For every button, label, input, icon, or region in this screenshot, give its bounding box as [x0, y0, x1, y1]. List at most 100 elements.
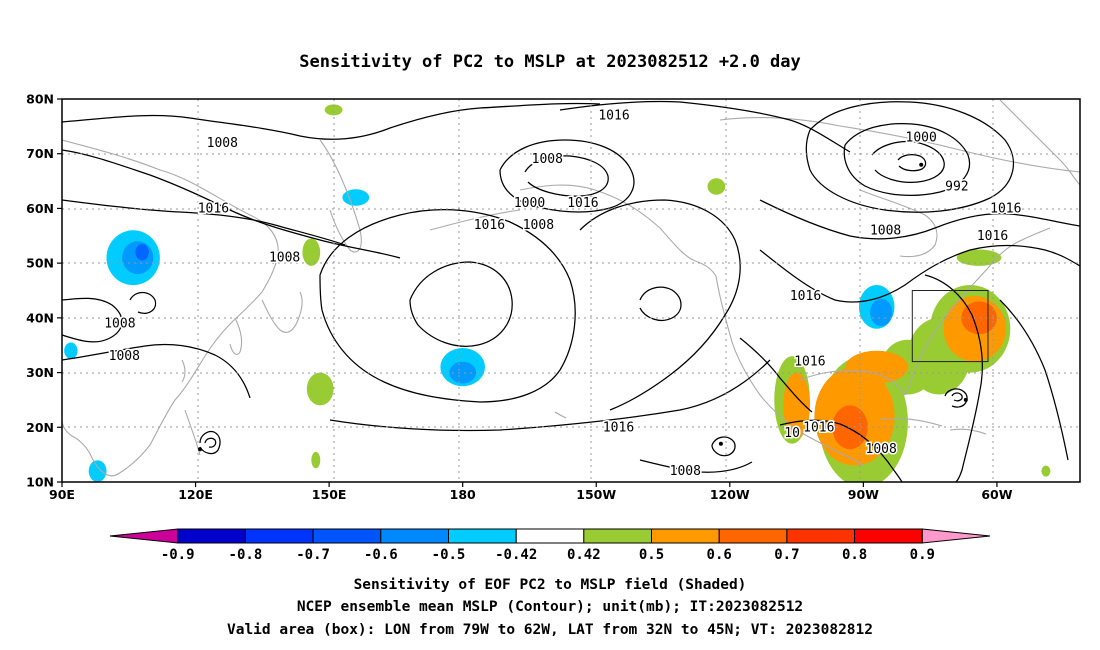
- contour-1008-bering-low: [499, 139, 635, 213]
- low-center-markers: [198, 162, 968, 452]
- contour-label-17: 1016: [794, 355, 825, 370]
- colorbar-swatch-6: [515, 528, 585, 544]
- colorbar-swatch-2: [244, 528, 314, 544]
- caption-line-1: Sensitivity of EOF PC2 to MSLP field (Sh…: [354, 577, 747, 593]
- contour-1016-inner-high: [409, 261, 513, 347]
- contour-label-10: 1016: [990, 201, 1021, 216]
- contour-label-2: 1008: [532, 152, 563, 167]
- contour-976-icelandic: [897, 154, 927, 172]
- contour-1008-siberia: [62, 149, 401, 259]
- lon-tick-90W: 90W: [848, 487, 879, 502]
- low-center-0: [919, 162, 924, 167]
- contour-1016-pacific-east: [329, 359, 771, 432]
- lon-tick-90E: 90E: [49, 487, 75, 502]
- colorbar-label-11: 0.9: [910, 547, 935, 563]
- lon-tick-60W: 60W: [981, 487, 1012, 502]
- colorbar-swatch-4: [380, 528, 449, 544]
- contour-small-high-2: [129, 291, 157, 314]
- shade-neg-60-china: [135, 244, 149, 261]
- colorbar-label-10: 0.8: [842, 547, 867, 563]
- contour-1008-east-pac: [639, 459, 753, 473]
- lon-tick-120E: 120E: [178, 487, 213, 502]
- coastline-hudson: [859, 189, 938, 258]
- contour-1016-asia: [62, 199, 346, 246]
- coastline-asia: [62, 139, 279, 477]
- shade-neg-42-bay-bengal: [64, 342, 78, 359]
- lat-tick-70N: 70N: [26, 146, 54, 161]
- colorbar: -0.9 -0.8 -0.7 -0.6 -0.5 -0.42 0.42 0.5 0.6 0.7 0.…: [109, 528, 991, 563]
- contour-label-3: 1000: [906, 130, 937, 145]
- contour-low-ring-4: [944, 388, 968, 408]
- contour-1000-icelandic-outer: [805, 101, 1014, 213]
- contour-label-1: 1016: [598, 108, 629, 123]
- colorbar-swatch-5: [448, 528, 517, 544]
- colorbar-label-5: -0.42: [495, 547, 537, 563]
- colorbar-swatch-11: [854, 528, 923, 544]
- colorbar-triangle-high: [921, 528, 991, 544]
- contour-label-7: 1008: [523, 218, 554, 233]
- coastline-taiwan: [181, 359, 186, 383]
- coastline-alaska: [519, 184, 717, 277]
- coastlines: [62, 99, 1080, 477]
- lon-tick-120W: 120W: [710, 487, 750, 502]
- colorbar-label-1: -0.8: [229, 547, 263, 563]
- contour-1008-north: [62, 102, 601, 140]
- lat-tick-20N: 20N: [26, 420, 54, 435]
- shade-neg-50-dateline: [449, 361, 477, 384]
- lat-lon-grid: [62, 99, 1080, 482]
- contour-label-9: 1016: [567, 196, 598, 211]
- mslp-contours: [62, 100, 1080, 482]
- contour-label-11: 1008: [870, 223, 901, 238]
- contour-label-22: 1008: [670, 464, 701, 479]
- colorbar-label-3: -0.6: [364, 547, 398, 563]
- colorbar-label-4: -0.5: [432, 547, 466, 563]
- shade-neg-50-us-east: [870, 298, 893, 327]
- colorbar-swatch-3: [312, 528, 382, 544]
- lat-tick-40N: 40N: [26, 310, 54, 325]
- coastline-gulf: [799, 369, 906, 396]
- shade-pos-42-bering: [324, 104, 343, 116]
- low-center-1: [198, 447, 202, 452]
- contour-low-ring-3: [711, 436, 736, 457]
- shade-neg-42-indochina: [88, 460, 107, 482]
- caption-block: Sensitivity of EOF PC2 to MSLP field (Sh…: [227, 577, 873, 638]
- colorbar-label-2: -0.7: [296, 547, 330, 563]
- lat-tick-30N: 30N: [26, 365, 54, 380]
- colorbar-label-7: 0.5: [639, 547, 664, 563]
- low-center-2: [718, 441, 723, 446]
- colorbar-swatch-10: [786, 528, 856, 544]
- shade-pos-42-newfoundland: [956, 249, 1002, 266]
- colorbar-label-0: -0.9: [161, 547, 195, 563]
- contour-label-13: 1008: [269, 251, 300, 266]
- contour-1016-atlantic: [924, 274, 983, 482]
- contour-1016-central-atlantic: [999, 299, 1069, 461]
- coastline-korea: [229, 317, 243, 355]
- contour-1008-asia-inner: [62, 297, 123, 343]
- contour-label-14: 1016: [790, 289, 821, 304]
- contour-label-0: 1008: [207, 136, 238, 151]
- lat-tick-10N: 10N: [26, 475, 54, 490]
- low-center-3: [963, 397, 968, 402]
- map-background: [62, 99, 1080, 482]
- shade-pos-42-philippine-sea: [311, 451, 321, 469]
- coastline-canada-east: [987, 227, 1051, 269]
- coastline-japan: [261, 291, 303, 333]
- shade-pos-42-gulf-east: [881, 339, 935, 395]
- coastline-hispaniola: [949, 428, 987, 435]
- coastline-hawaii: [554, 411, 567, 419]
- contour-1016-canada: [759, 244, 1080, 303]
- lon-tick-180: 180: [450, 487, 476, 502]
- lat-tick-50N: 50N: [26, 256, 54, 271]
- contour-label-4: 992: [945, 180, 968, 195]
- contour-1008-canada: [759, 199, 1080, 240]
- contour-1008-caribbean: [779, 419, 903, 482]
- contour-label-16: 1008: [109, 349, 140, 364]
- contour-label-5: 1016: [198, 201, 229, 216]
- colorbar-triangle-low: [109, 528, 179, 544]
- colorbar-swatch-9: [718, 528, 788, 544]
- colorbar-label-6: 0.42: [567, 547, 601, 563]
- contour-1016-pacific-high: [319, 209, 576, 403]
- coastline-aleutians: [429, 209, 521, 231]
